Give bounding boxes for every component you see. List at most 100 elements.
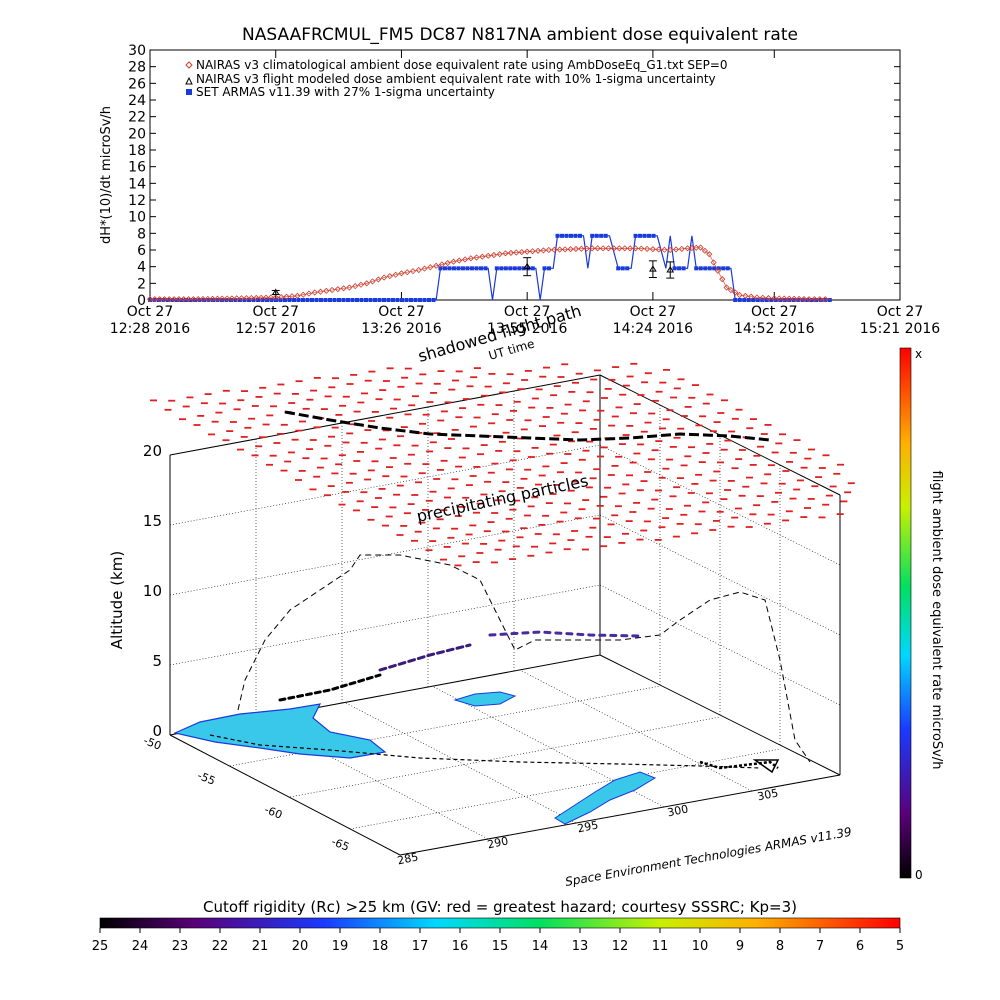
top-y-tick-label: 28	[128, 60, 146, 76]
armas-point	[796, 298, 801, 302]
top-x-tick-label: Oct 27	[751, 304, 797, 320]
gridline	[169, 584, 601, 666]
climatological-point	[317, 288, 324, 295]
climatological-point	[199, 295, 207, 303]
armas-point	[651, 233, 656, 238]
climatological-point	[723, 284, 730, 291]
altitude-ticks: 0 5 10 15 20	[143, 442, 162, 740]
climatological-point	[214, 295, 221, 302]
armas-point	[633, 233, 638, 238]
armas-point	[310, 298, 314, 302]
longitude-ticks: 285 290 295 300 305	[396, 786, 779, 867]
armas-point	[746, 298, 751, 302]
altitude-axis-label: Altitude (km)	[108, 551, 126, 649]
climatological-point	[616, 245, 623, 252]
dose-colorbar-max-label: x	[915, 347, 922, 361]
top-y-tick-label: 14	[128, 176, 146, 192]
climatological-point	[621, 245, 628, 252]
armas-point	[422, 298, 427, 302]
climatological-point	[156, 296, 163, 303]
altitude-tick-label: 10	[143, 582, 162, 600]
climatological-point	[638, 245, 645, 252]
top-y-tick-label: 20	[128, 126, 146, 142]
climatological-point	[714, 267, 721, 274]
armas-point	[287, 298, 292, 302]
gridline	[169, 444, 601, 526]
climatological-point	[496, 251, 503, 258]
dose-rate-timeseries: NASAAFRCMUL_FM5 DC87 N817NA ambient dose…	[99, 25, 940, 337]
armas-point	[355, 298, 359, 302]
rc-tick-label: 5	[896, 939, 904, 954]
climatological-point	[248, 294, 255, 302]
climatological-point	[300, 291, 307, 298]
armas-point	[530, 266, 535, 271]
climatological-point	[479, 253, 486, 260]
rc-tick-label: 13	[572, 939, 589, 954]
rc-tick-label: 8	[776, 939, 784, 954]
top-y-axis-label: dH*(10)/dt microSv/h	[99, 106, 114, 244]
armas-point	[409, 298, 413, 302]
armas-point	[755, 298, 760, 302]
climatological-point	[795, 295, 803, 302]
armas-point	[305, 298, 310, 302]
armas-point	[395, 298, 400, 302]
top-x-tick-label: 15:21 2016	[860, 321, 941, 337]
climatological-point	[524, 248, 531, 255]
climatological-point	[233, 295, 240, 302]
precipitating-particles-cloud	[150, 362, 855, 567]
armas-point	[456, 266, 461, 271]
gridline	[169, 514, 601, 596]
rc-tick-label: 24	[132, 939, 149, 954]
climatological-point	[551, 246, 558, 253]
armas-point	[672, 266, 677, 271]
armas-point	[319, 298, 323, 302]
climatological-point	[518, 249, 525, 256]
armas-point	[494, 266, 499, 271]
climatological-point	[771, 295, 778, 302]
flight-modeled-point	[523, 262, 532, 270]
armas-point	[791, 298, 796, 302]
projected-flight-path	[284, 410, 771, 442]
climatological-point	[267, 294, 274, 301]
armas-point	[638, 233, 643, 238]
armas-point	[404, 298, 409, 302]
armas-point	[373, 298, 377, 302]
armas-point	[283, 298, 287, 302]
armas-point	[296, 298, 301, 302]
climatological-point	[594, 245, 601, 252]
top-chart-title: NASAAFRCMUL_FM5 DC87 N817NA ambient dose…	[242, 25, 798, 45]
flight-path-dose	[278, 630, 642, 702]
climatological-point	[567, 246, 574, 253]
armas-point	[157, 298, 161, 302]
climatological-point	[644, 245, 651, 252]
armas-point	[773, 298, 778, 302]
armas-point	[323, 298, 328, 302]
armas-point	[474, 266, 479, 271]
top-x-tick-label: 14:52 2016	[734, 321, 815, 337]
armas-point	[742, 298, 747, 302]
armas-point	[603, 233, 608, 238]
armas-point	[350, 298, 355, 302]
climatological-point	[529, 248, 536, 255]
armas-point	[220, 298, 224, 302]
climatological-point	[693, 244, 700, 251]
armas-point	[211, 298, 215, 302]
climatological-point	[605, 245, 612, 252]
climatological-point	[185, 296, 192, 303]
armas-point	[368, 298, 373, 302]
gridline	[349, 748, 781, 830]
legend-label-flight-modeled: NAIRAS v3 flight modeled dose ambient eq…	[196, 72, 716, 86]
climatological-point	[180, 296, 187, 303]
legend-entry-climatological: NAIRAS v3 climatological ambient dose eq…	[185, 58, 728, 72]
ground-track	[209, 734, 780, 774]
climatological-point	[357, 281, 365, 288]
top-plot-frame	[149, 49, 901, 301]
armas-point	[733, 298, 738, 302]
armas-point	[703, 266, 708, 271]
armas-point	[382, 298, 386, 302]
top-y-tick-label: 8	[137, 226, 146, 242]
top-y-tick-label: 30	[128, 43, 146, 59]
legend-label-climatological: NAIRAS v3 climatological ambient dose eq…	[196, 58, 728, 72]
climatological-point	[409, 268, 417, 275]
top-x-tick-label: Oct 27	[630, 304, 676, 320]
